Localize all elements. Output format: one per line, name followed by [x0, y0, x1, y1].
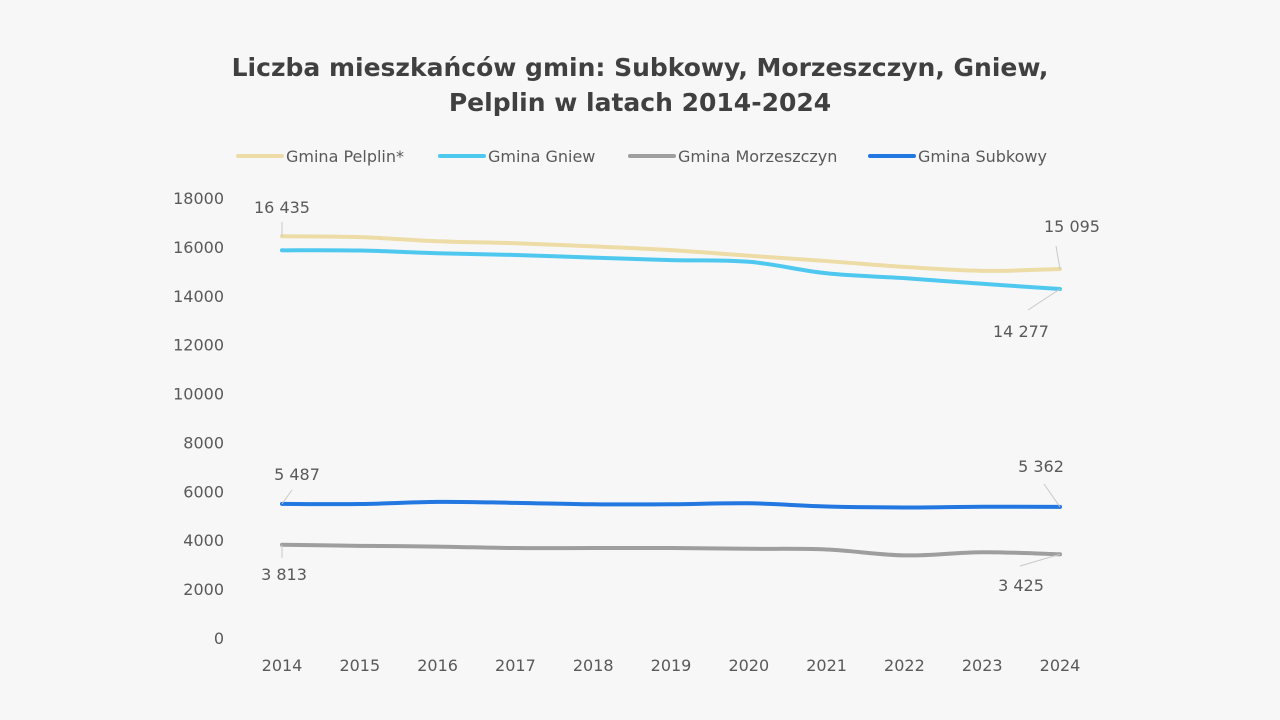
legend-item: Gmina Morzeszczyn [628, 147, 837, 166]
x-tick-label: 2023 [962, 656, 1003, 675]
data-point [514, 501, 517, 505]
legend-label: Gmina Pelplin* [286, 147, 404, 166]
data-point [669, 258, 673, 262]
data-point [747, 260, 750, 263]
data-point [358, 249, 361, 252]
data-point [514, 253, 517, 257]
y-tick-label: 4000 [183, 531, 224, 550]
data-label-leader [1027, 288, 1061, 311]
data-label-leader [1055, 245, 1061, 270]
data-point [825, 505, 828, 508]
data-point [825, 272, 828, 275]
data-point [592, 503, 595, 506]
data-labels: 16 435 15 095 14 277 5 487 5 362 3 813 3 425 [254, 198, 1100, 595]
data-label: 5 362 [1018, 457, 1064, 476]
x-tick-label: 2024 [1040, 656, 1081, 675]
y-tick-label: 16000 [173, 238, 224, 257]
data-point [436, 252, 439, 255]
data-point [747, 502, 750, 505]
chart-legend: Gmina Pelplin* Gmina Gniew Gmina Morzeszcz… [236, 147, 1047, 166]
data-label-leader [281, 489, 293, 505]
data-point [514, 242, 517, 245]
data-point [669, 248, 673, 252]
data-point [436, 500, 439, 504]
data-point [903, 276, 906, 280]
y-tick-label: 14000 [173, 287, 224, 306]
data-point [903, 506, 906, 509]
data-point [358, 235, 361, 239]
data-label: 15 095 [1044, 217, 1100, 236]
chart-title-line1: Liczba mieszkańców gmin: Subkowy, Morzes… [232, 53, 1049, 82]
data-label: 3 425 [998, 576, 1044, 595]
data-point [436, 240, 439, 243]
data-label: 16 435 [254, 198, 310, 217]
x-tick-label: 2022 [884, 656, 925, 675]
data-point [747, 547, 750, 550]
data-point [825, 259, 828, 263]
data-label-leader [1043, 483, 1061, 508]
y-tick-label: 8000 [183, 433, 224, 452]
data-point [903, 554, 906, 557]
y-tick-label: 18000 [173, 189, 224, 208]
legend-item: Gmina Subkowy [868, 147, 1047, 166]
data-point [669, 503, 673, 506]
data-point [280, 249, 284, 252]
series-lines [280, 234, 1062, 558]
series-line [280, 542, 1062, 558]
legend-label: Gmina Subkowy [918, 147, 1047, 166]
y-tick-label: 10000 [173, 385, 224, 404]
data-point [358, 502, 361, 506]
data-point [981, 282, 984, 285]
x-tick-label: 2019 [651, 656, 692, 675]
data-label: 5 487 [274, 465, 320, 484]
data-point [592, 546, 595, 550]
x-tick-label: 2020 [728, 656, 769, 675]
data-point [747, 254, 750, 257]
data-point [592, 256, 595, 259]
data-point [903, 265, 906, 269]
data-label: 3 813 [261, 565, 307, 584]
data-label: 14 277 [993, 322, 1049, 341]
data-point [592, 245, 595, 248]
data-point [669, 546, 673, 550]
x-tick-label: 2014 [262, 656, 303, 675]
data-point [981, 505, 984, 508]
legend-item: Gmina Gniew [438, 147, 595, 166]
x-tick-label: 2021 [806, 656, 847, 675]
x-axis: 2014 2015 2016 2017 2018 2019 2020 2021 2022 2023… [262, 656, 1081, 675]
legend-item: Gmina Pelplin* [236, 147, 404, 166]
x-tick-label: 2017 [495, 656, 536, 675]
data-point [514, 546, 517, 550]
y-tick-label: 6000 [183, 482, 224, 501]
chart-title-line2: Pelplin w latach 2014-2024 [449, 88, 831, 117]
y-tick-label: 0 [214, 629, 224, 648]
x-tick-label: 2016 [417, 656, 458, 675]
data-label-leader [1019, 553, 1061, 567]
data-point [358, 544, 361, 548]
legend-label: Gmina Morzeszczyn [678, 147, 837, 166]
data-point [981, 551, 984, 554]
x-tick-label: 2015 [339, 656, 380, 675]
legend-label: Gmina Gniew [488, 147, 595, 166]
y-axis: 0 2000 4000 6000 8000 10000 12000 14000 16000 180… [173, 189, 224, 648]
y-tick-label: 2000 [183, 580, 224, 599]
y-tick-label: 12000 [173, 336, 224, 355]
data-point [825, 548, 828, 551]
data-point [981, 269, 984, 273]
data-point [436, 545, 439, 548]
x-tick-label: 2018 [573, 656, 614, 675]
